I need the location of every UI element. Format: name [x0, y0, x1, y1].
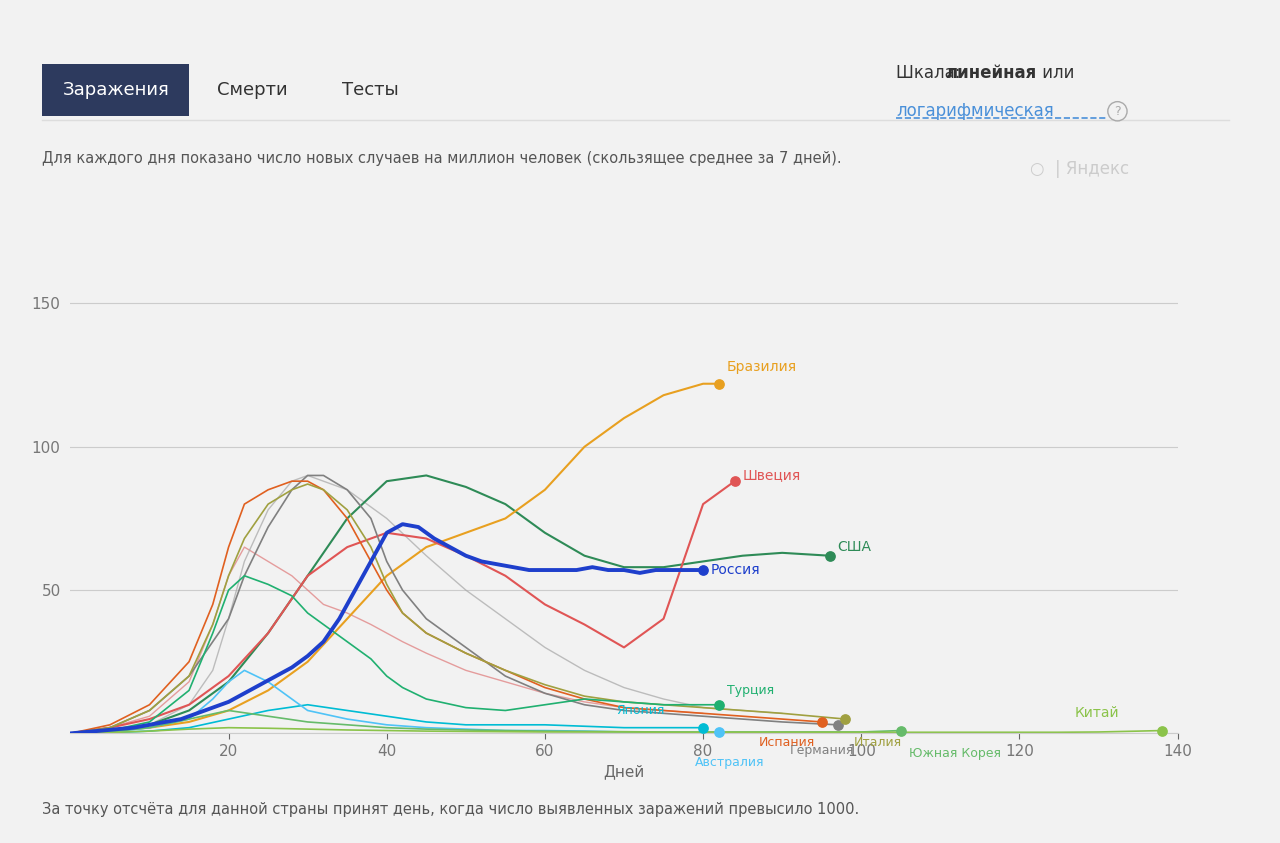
Text: Япония: Япония [616, 704, 664, 717]
Text: Заражения: Заражения [63, 81, 169, 99]
Point [724, 475, 745, 488]
Text: Россия: Россия [710, 563, 760, 577]
Point [891, 724, 911, 738]
Text: Тесты: Тесты [342, 81, 398, 99]
Point [812, 715, 832, 728]
Text: Швеция: Швеция [742, 469, 801, 482]
Point [709, 698, 730, 711]
Text: Шкала:: Шкала: [896, 64, 965, 83]
Point [709, 725, 730, 738]
Text: логарифмическая: логарифмическая [896, 102, 1053, 121]
Text: Австралия: Австралия [695, 755, 764, 769]
Text: или: или [1037, 64, 1074, 83]
Point [692, 721, 713, 734]
Text: Испания: Испания [759, 735, 814, 749]
Text: Китай: Китай [1075, 706, 1120, 721]
Point [709, 377, 730, 390]
Text: Бразилия: Бразилия [727, 359, 797, 373]
Text: США: США [837, 540, 872, 554]
Point [692, 563, 713, 577]
Text: Смерти: Смерти [218, 81, 288, 99]
Text: Южная Корея: Южная Корея [909, 747, 1001, 760]
Text: Германия: Германия [790, 744, 855, 757]
Point [819, 549, 840, 562]
Text: Для каждого дня показано число новых случаев на миллион человек (скользящее сред: Для каждого дня показано число новых слу… [42, 151, 842, 166]
Point [835, 712, 855, 726]
X-axis label: Дней: Дней [603, 765, 645, 780]
Text: Турция: Турция [727, 684, 774, 697]
Text: ?: ? [1114, 105, 1121, 118]
Text: ○  | Яндекс: ○ | Яндекс [1030, 159, 1129, 178]
Point [1152, 724, 1172, 738]
Text: За точку отсчёта для данной страны принят день, когда число выявленных заражений: За точку отсчёта для данной страны приня… [42, 802, 859, 817]
Point [827, 718, 847, 732]
Text: линейная: линейная [945, 64, 1036, 83]
Text: Италия: Италия [854, 735, 901, 749]
